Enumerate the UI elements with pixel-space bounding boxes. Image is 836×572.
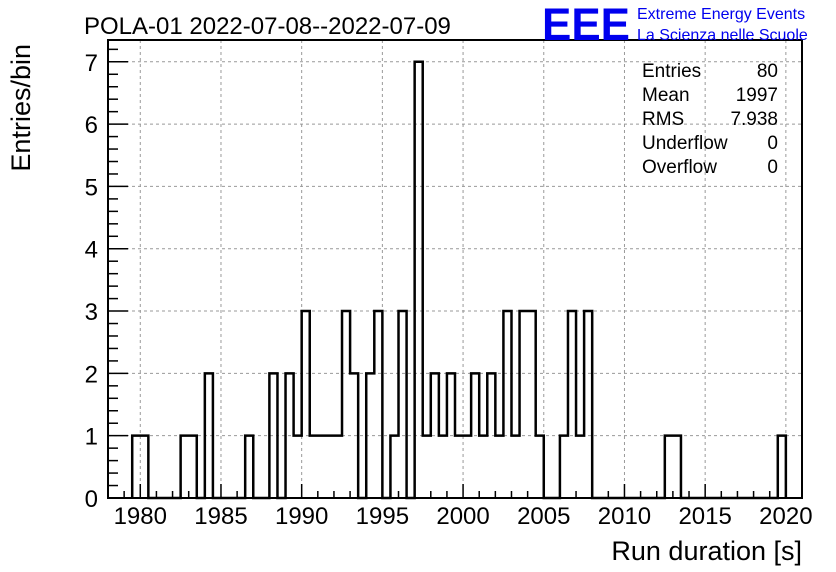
histogram-bin (520, 311, 536, 498)
y-tick-label: 4 (85, 237, 98, 264)
x-tick-label: 2010 (598, 503, 651, 530)
x-tick-label: 1980 (114, 503, 167, 530)
histogram-bin (439, 436, 447, 498)
histogram-bin (447, 373, 455, 498)
histogram-bin (503, 311, 511, 498)
logo-line-1: Extreme Energy Events (637, 6, 805, 23)
histogram-bin (269, 373, 277, 498)
histogram-bin (205, 373, 213, 498)
y-tick-label: 1 (85, 424, 98, 451)
histogram-bin (245, 436, 253, 498)
stats-value: 1997 (736, 85, 778, 106)
histogram-bin (286, 373, 294, 498)
stats-label: Entries (642, 61, 701, 82)
y-tick-label: 3 (85, 299, 98, 326)
histogram-bin (536, 436, 544, 498)
histogram-bin (511, 436, 519, 498)
histogram-bin (471, 373, 479, 498)
y-axis-ticks: 0 1 2 3 4 5 6 7 (85, 48, 128, 513)
stats-label: Mean (642, 85, 690, 106)
plot-frame (107, 39, 803, 499)
histogram-bin (350, 373, 358, 498)
histogram-bin (560, 436, 568, 498)
histogram-bin (390, 436, 398, 498)
histogram-series (130, 60, 788, 500)
stats-label: RMS (642, 109, 684, 130)
histogram-bin (778, 436, 786, 498)
histogram-bin (584, 311, 592, 498)
y-axis-label: Entries/bin (6, 44, 36, 172)
histogram-bin (463, 436, 471, 498)
histogram-bin (374, 311, 382, 498)
x-tick-label: 2000 (436, 503, 489, 530)
logo-line-2: La Scienza nelle Scuole (637, 27, 808, 44)
x-axis-label: Run duration [s] (611, 536, 802, 566)
x-tick-label: 2015 (678, 503, 731, 530)
stats-value: 0 (767, 133, 778, 154)
histogram-bin (455, 436, 463, 498)
histogram-bin (487, 373, 495, 498)
histogram-bin (495, 436, 503, 498)
histogram-bin (366, 373, 374, 498)
stats-label: Overflow (642, 157, 717, 178)
eee-logo-mark: EEE (542, 0, 630, 50)
histogram-bin (181, 436, 197, 498)
y-tick-label: 0 (85, 486, 98, 513)
histogram-bin (479, 436, 487, 498)
histogram-bin (310, 436, 318, 498)
y-tick-label: 2 (85, 361, 98, 388)
eee-logo: EEE Extreme Energy Events La Scienza nel… (542, 0, 808, 50)
histogram-bin (294, 436, 302, 498)
histogram-bin (318, 436, 342, 498)
histogram-bin (665, 436, 681, 498)
stats-value: 80 (757, 61, 778, 82)
x-tick-label: 1985 (194, 503, 247, 530)
histogram-bin (342, 311, 350, 498)
stats-value: 0 (767, 157, 778, 178)
histogram-bin (302, 311, 310, 498)
y-tick-label: 6 (85, 112, 98, 139)
y-tick-label: 7 (85, 50, 98, 77)
histogram-bin (568, 311, 576, 498)
histogram-bin (415, 62, 423, 498)
x-tick-label: 2020 (759, 503, 812, 530)
stats-value: 7.938 (730, 109, 778, 130)
histogram-bin (576, 436, 584, 498)
x-axis-ticks: 1980 1985 1990 1995 2000 2005 2010 2015 2020 (107, 484, 813, 530)
histogram-bin (423, 436, 431, 498)
chart-title: POLA-01 2022-07-08--2022-07-09 (84, 13, 451, 40)
stats-label: Underflow (642, 133, 728, 154)
x-tick-label: 1995 (356, 503, 409, 530)
axes (107, 39, 803, 499)
x-tick-label: 1990 (275, 503, 328, 530)
histogram-bin (431, 373, 439, 498)
histogram-bin (399, 311, 407, 498)
y-tick-label: 5 (85, 174, 98, 201)
histogram-outline (130, 60, 788, 500)
x-tick-label: 2005 (517, 503, 570, 530)
